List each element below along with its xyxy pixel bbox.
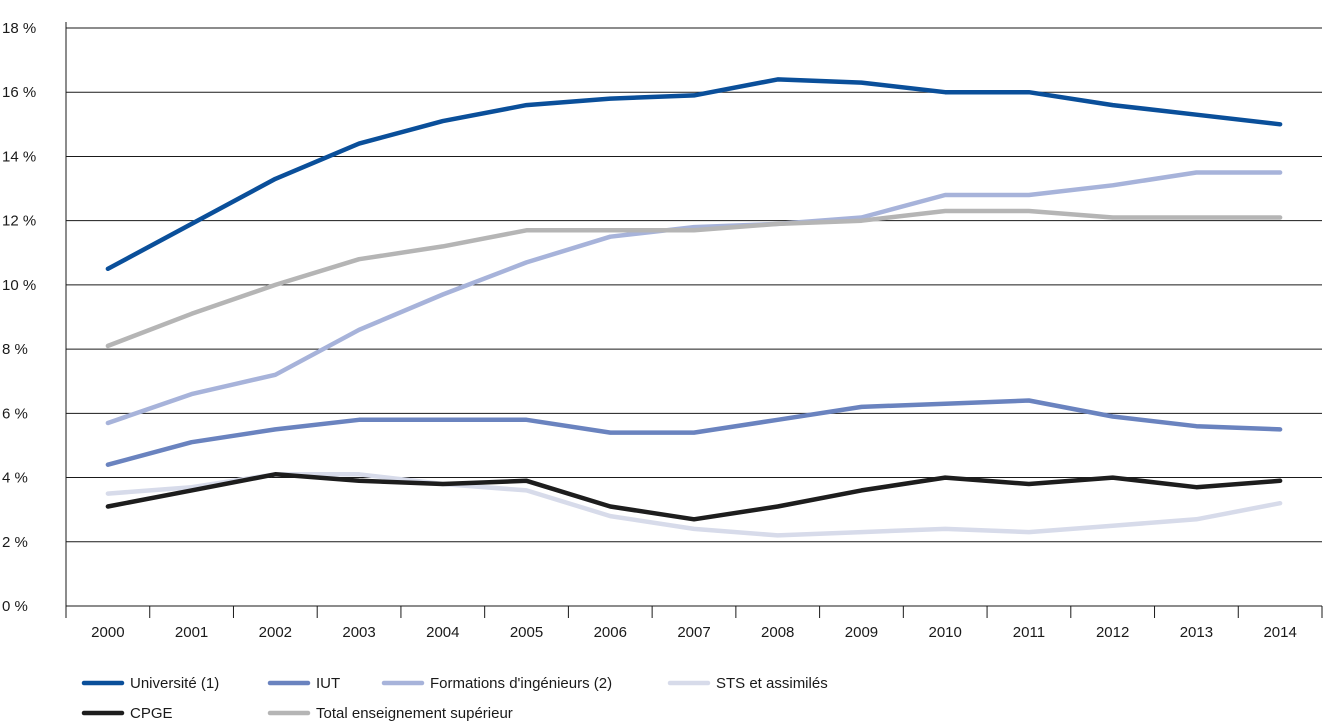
x-tick-label: 2002 (259, 624, 292, 641)
x-tick-label: 2005 (510, 624, 543, 641)
x-tick-label: 2001 (175, 624, 208, 641)
legend-label: STS et assimilés (716, 675, 828, 692)
x-tick-label: 2010 (929, 624, 962, 641)
series-line (105, 472, 1283, 522)
x-tick-label: 2013 (1180, 624, 1213, 641)
series-lines (105, 77, 1283, 538)
x-tick-label: 2014 (1263, 624, 1296, 641)
series-line (105, 170, 1283, 426)
x-tick-label: 2006 (594, 624, 627, 641)
legend-label: Formations d'ingénieurs (2) (430, 675, 612, 692)
y-tick-label: 12 % (2, 213, 36, 230)
legend-label: Université (1) (130, 675, 219, 692)
legend-label: Total enseignement supérieur (316, 705, 513, 722)
y-tick-label: 14 % (2, 148, 36, 165)
legend-item: Formations d'ingénieurs (2) (381, 675, 612, 692)
legend-item: CPGE (81, 705, 173, 722)
x-tick-label: 2000 (91, 624, 124, 641)
y-tick-label: 16 % (2, 84, 36, 101)
legend: Université (1) IUT Formations d'ingénieurs… (81, 675, 828, 722)
y-tick-label: 18 % (2, 20, 36, 37)
legend-item: Total enseignement supérieur (267, 705, 513, 722)
x-tick-label: 2009 (845, 624, 878, 641)
x-tick-label: 2011 (1013, 624, 1045, 641)
legend-label: IUT (316, 675, 340, 692)
y-tick-label: 8 % (2, 341, 28, 358)
series-line (105, 398, 1283, 467)
x-tick-labels: 2000 2001 2002 2003 2004 2005 2006 2007 2008 2009… (91, 624, 1297, 641)
axes (65, 22, 1323, 618)
y-tick-label: 0 % (2, 598, 28, 615)
x-tick-label: 2008 (761, 624, 794, 641)
grid-lines (66, 27, 1322, 543)
series-line (105, 472, 1283, 538)
y-tick-label: 2 % (2, 534, 28, 551)
y-tick-label: 10 % (2, 277, 36, 294)
x-tick-label: 2007 (677, 624, 710, 641)
legend-item: STS et assimilés (667, 675, 828, 692)
legend-item: IUT (267, 675, 340, 692)
legend-item: Université (1) (81, 675, 219, 692)
series-line (105, 77, 1283, 272)
y-tick-label: 6 % (2, 405, 28, 422)
x-tick-label: 2003 (342, 624, 375, 641)
series-line (105, 208, 1283, 349)
legend-label: CPGE (130, 705, 173, 722)
y-tick-label: 4 % (2, 470, 28, 487)
x-tick-label: 2004 (426, 624, 459, 641)
x-tick-label: 2012 (1096, 624, 1129, 641)
y-tick-labels: 0 % 2 % 4 % 6 % 8 % 10 % 12 % 14 % 16 % 18 % (2, 20, 36, 615)
